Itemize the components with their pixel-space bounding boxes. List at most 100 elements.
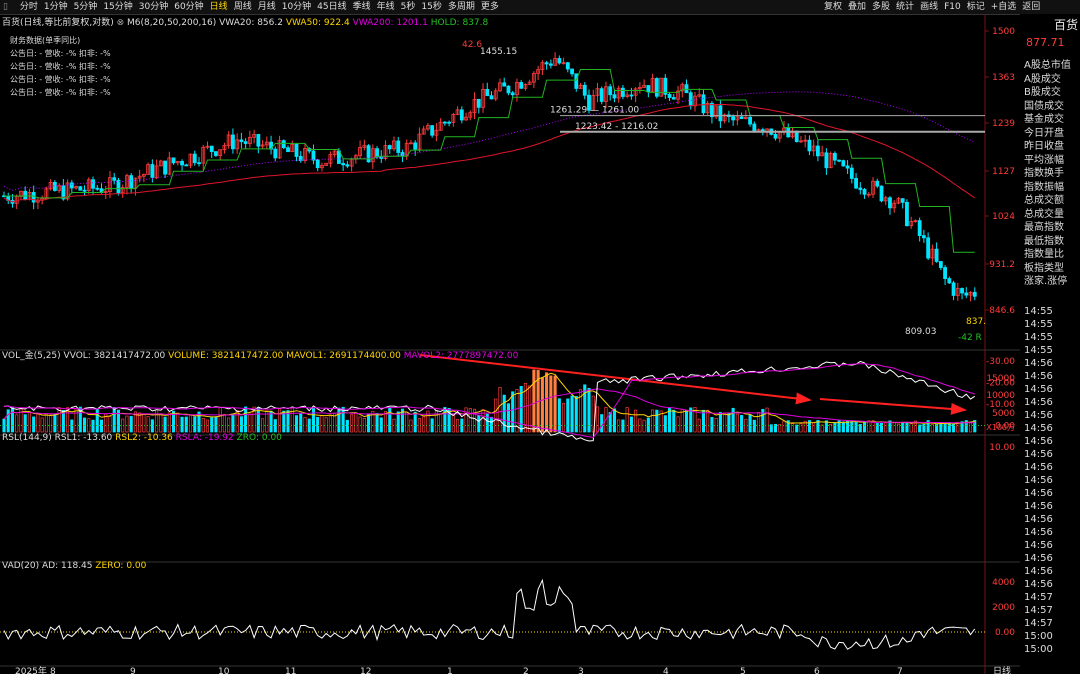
volume-bar [53, 413, 57, 433]
candle-body [243, 141, 248, 144]
date-axis-label: 10 [218, 667, 230, 674]
volume-axis-label: 15000 [986, 374, 1015, 384]
symbol-name: 百货 [1053, 18, 1078, 32]
volume-bar [655, 409, 659, 433]
financial-row: 公告日: - 营收: -% 扣非: -% [10, 62, 111, 71]
candle-body [612, 94, 617, 99]
tick-time: 14:56 [1024, 579, 1053, 590]
period-tab[interactable]: 45日线 [317, 2, 347, 12]
volume-bar [960, 421, 964, 433]
period-tab[interactable]: 5秒 [400, 2, 416, 12]
toolbar-button[interactable]: F10 [944, 2, 961, 12]
period-tab[interactable]: 分时 [19, 2, 38, 12]
candle-body [807, 139, 812, 152]
volume-bar [443, 407, 447, 433]
candle-body [324, 162, 329, 166]
volume-bar [78, 406, 82, 433]
toolbar-button[interactable]: +自选 [990, 2, 1017, 12]
candle-body [748, 116, 752, 125]
candle-body [905, 201, 909, 227]
candle-body [938, 261, 943, 268]
candle-body [231, 134, 235, 150]
volume-bar [320, 415, 324, 433]
volume-bar [108, 416, 112, 433]
volume-bar [218, 406, 222, 433]
volume-axis-label: 10000 [986, 391, 1015, 401]
volume-bar [61, 410, 65, 433]
candle-body [803, 139, 808, 142]
toolbar-button[interactable]: 多股 [872, 2, 891, 12]
toolbar-button[interactable]: 标记 [966, 2, 985, 12]
candle-body [718, 105, 723, 122]
period-tab[interactable]: 更多 [480, 2, 499, 12]
volume-bar [723, 412, 727, 433]
volume-bar [875, 422, 879, 433]
volume-bar [850, 421, 854, 433]
volume-bar [837, 420, 841, 433]
volume-bar [188, 414, 193, 433]
candle-body [710, 102, 714, 118]
period-tab[interactable]: 1分钟 [43, 2, 68, 12]
volume-bar [824, 420, 828, 433]
candle-body [239, 139, 244, 143]
candle-body [960, 288, 964, 294]
volume-bar [672, 409, 676, 433]
period-tab[interactable]: 多周期 [447, 2, 475, 12]
period-tab[interactable]: 季线 [352, 2, 371, 12]
volume-bar [184, 416, 188, 433]
tick-time: 14:55 [1024, 345, 1053, 356]
volume-bar [485, 413, 489, 433]
volume-bar [740, 415, 744, 433]
tick-time: 14:56 [1024, 358, 1053, 369]
toolbar-button[interactable]: 复权 [824, 2, 843, 12]
candle-body [345, 164, 350, 167]
candle-body [158, 160, 163, 167]
period-tab[interactable]: 15秒 [421, 2, 442, 12]
volume-bar [769, 424, 773, 433]
toolbar-button[interactable]: 统计 [896, 2, 915, 12]
candle-body [871, 180, 875, 195]
volume-bar [311, 408, 316, 433]
period-tab[interactable]: 10分钟 [281, 2, 312, 12]
candle-body [150, 164, 155, 178]
toolbar-menu-icon[interactable]: ▯ [3, 2, 8, 12]
tick-time: 14:56 [1024, 540, 1053, 551]
period-tab[interactable]: 年线 [376, 2, 395, 12]
volume-bar [905, 421, 909, 433]
volume-bar [180, 416, 184, 433]
toolbar-button[interactable]: 画线 [920, 2, 939, 12]
toolbar-button[interactable]: 返回 [1022, 2, 1041, 12]
toolbar-button[interactable]: 叠加 [848, 2, 867, 12]
period-tab[interactable]: 15分钟 [103, 2, 133, 12]
period-tab[interactable]: 5分钟 [73, 2, 98, 12]
date-axis-label: 5 [740, 667, 746, 674]
volume-bar [892, 422, 896, 433]
candle-body [332, 150, 337, 156]
close-icon[interactable]: ⊗ [116, 18, 125, 28]
volume-bar [846, 421, 850, 433]
candle-body [82, 189, 87, 192]
volume-bar [396, 411, 400, 433]
volume-bar [608, 412, 612, 433]
last-price-label: 837. [966, 317, 986, 327]
candle-body [621, 87, 625, 97]
candle-body [455, 109, 460, 115]
period-tab[interactable]: 日线 [209, 2, 228, 12]
candle-body [192, 153, 197, 164]
candle-body [438, 121, 443, 131]
volume-bar [193, 416, 197, 433]
hold-step-line [4, 69, 975, 253]
period-tab[interactable]: 月线 [257, 2, 276, 12]
candle-body [103, 191, 108, 194]
volume-bar [896, 423, 901, 433]
volume-bar [748, 414, 752, 433]
tick-time: 14:56 [1024, 501, 1053, 512]
volume-bar [146, 416, 150, 433]
period-tab[interactable]: 60分钟 [174, 2, 204, 12]
period-tab[interactable]: 周线 [233, 2, 252, 12]
volume-bar [557, 398, 561, 433]
volume-bar [956, 421, 960, 433]
period-tab[interactable]: 30分钟 [138, 2, 169, 12]
volume-bar [447, 408, 451, 433]
